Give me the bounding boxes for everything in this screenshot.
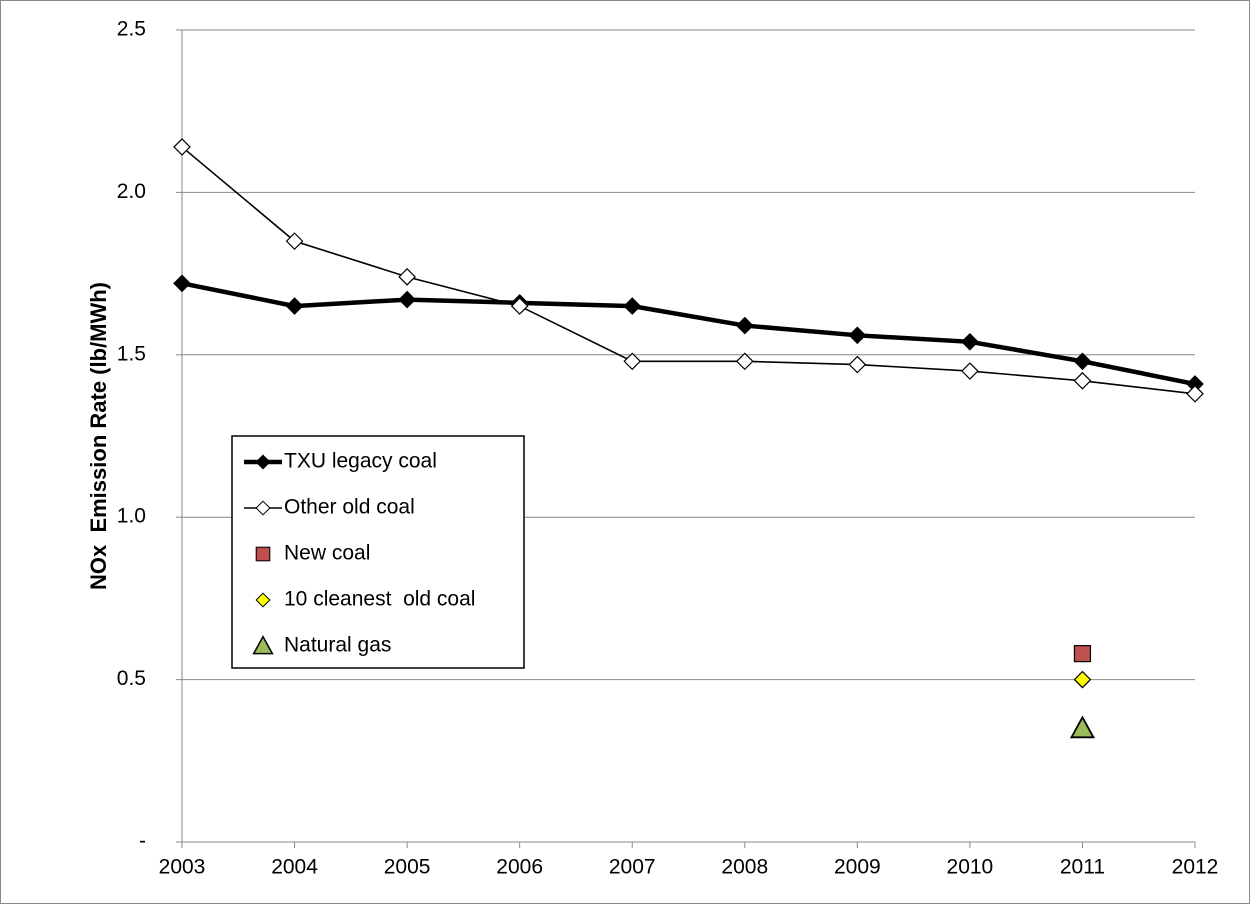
y-tick-label: 1.0 — [117, 505, 146, 528]
data-point — [623, 352, 642, 371]
data-point — [285, 232, 304, 250]
data-point — [848, 355, 867, 374]
x-tick-label: 2007 — [609, 856, 656, 879]
data-point — [848, 326, 867, 345]
y-axis-label: NOx Emission Rate (lb/MWh) — [86, 282, 111, 590]
legend-label: TXU legacy coal — [284, 450, 437, 473]
data-point — [1069, 715, 1095, 739]
data-point — [961, 362, 979, 380]
legend-marker — [255, 454, 271, 470]
legend-marker — [255, 546, 271, 562]
data-point — [398, 267, 416, 286]
x-tick-label: 2005 — [384, 856, 431, 879]
series-line — [181, 281, 1196, 387]
y-tick-label: - — [139, 830, 146, 853]
data-point — [1073, 371, 1092, 390]
data-point — [1073, 352, 1092, 371]
data-point — [1073, 645, 1092, 663]
y-tick-label: 0.5 — [117, 667, 146, 690]
x-tick-label: 2004 — [271, 856, 318, 879]
x-tick-label: 2012 — [1172, 856, 1219, 879]
data-point — [173, 274, 191, 293]
data-point — [961, 332, 979, 351]
data-point — [285, 297, 304, 315]
x-tick-label: 2008 — [721, 856, 768, 879]
legend-marker — [255, 592, 271, 608]
x-tick-label: 2010 — [947, 856, 994, 879]
legend-label: Other old coal — [284, 496, 415, 519]
x-tick-label: 2006 — [496, 856, 543, 879]
series-line — [181, 146, 1196, 395]
y-tick-label: 2.0 — [117, 180, 146, 203]
data-point — [735, 352, 754, 371]
data-point — [510, 297, 529, 315]
legend-marker — [252, 635, 274, 655]
legend-label: Natural gas — [284, 634, 391, 657]
legend-marker — [255, 500, 271, 516]
legend-label: New coal — [284, 542, 370, 565]
data-point — [398, 290, 416, 309]
legend-box — [231, 435, 525, 669]
data-point — [623, 297, 642, 315]
data-point — [173, 138, 191, 156]
data-point — [735, 316, 754, 335]
data-point — [1186, 384, 1204, 403]
y-tick-label: 1.5 — [117, 342, 146, 365]
x-tick-label: 2009 — [834, 856, 881, 879]
y-tick-label: 2.5 — [117, 18, 146, 41]
legend-label: 10 cleanest old coal — [284, 588, 475, 611]
data-point — [1073, 670, 1092, 689]
x-tick-label: 2011 — [1060, 856, 1105, 879]
x-tick-label: 2003 — [159, 856, 206, 879]
